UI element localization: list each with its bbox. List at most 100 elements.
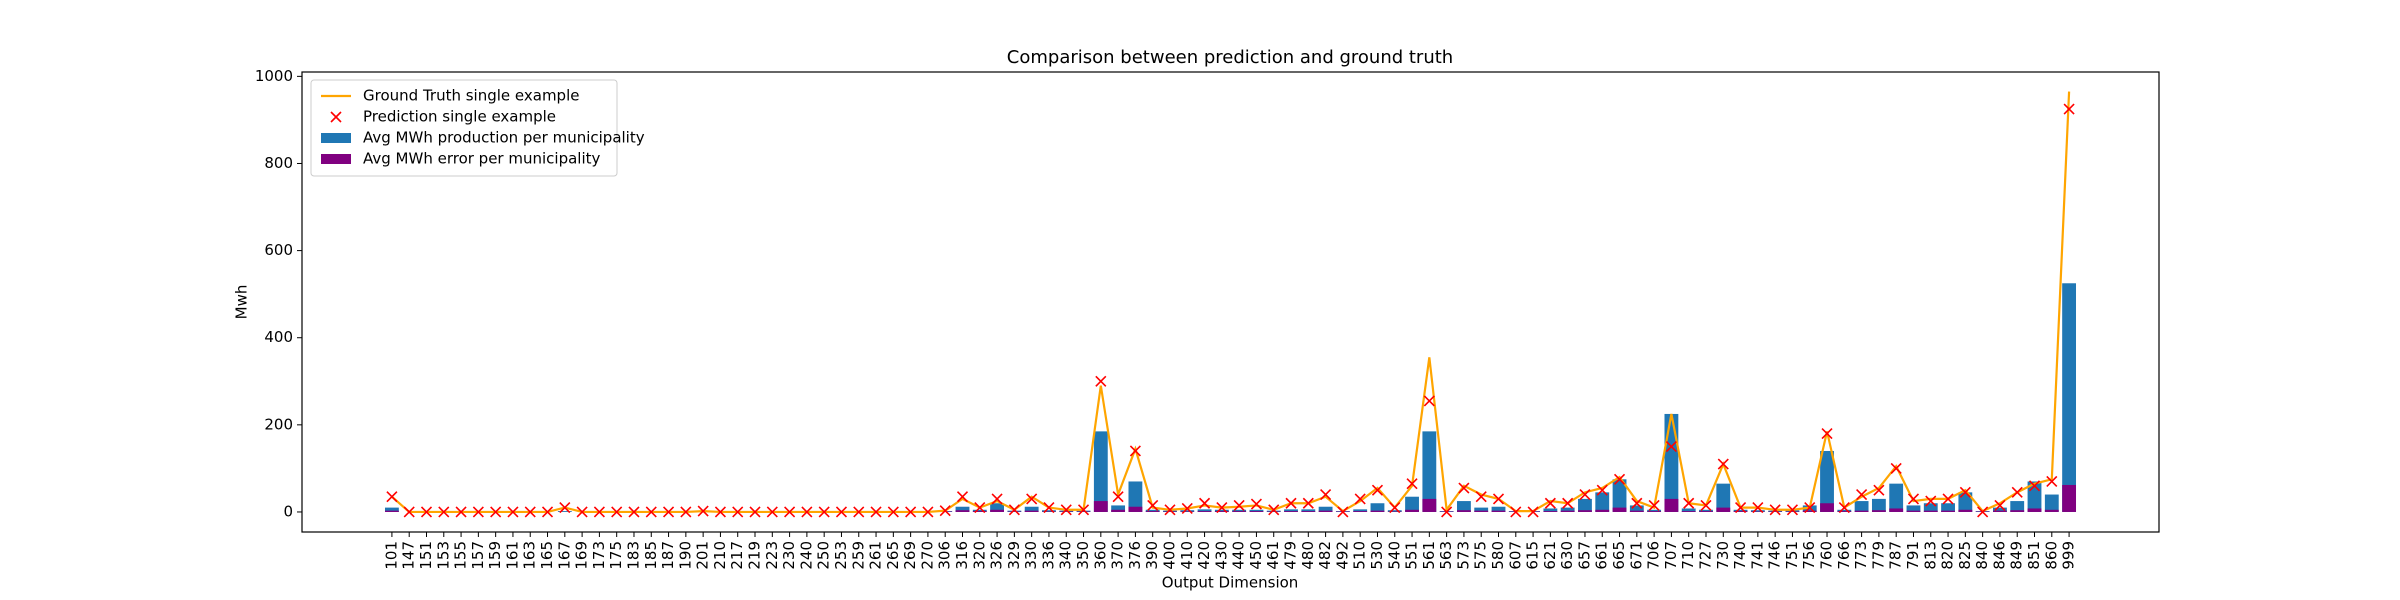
x-tick-label: 860 xyxy=(2042,541,2060,570)
x-tick-label: 330 xyxy=(1022,541,1040,570)
marker xyxy=(386,491,398,503)
y-tick-label: 1000 xyxy=(255,67,293,85)
marker xyxy=(1752,502,1764,514)
marker xyxy=(1389,502,1401,514)
bar xyxy=(1405,496,1419,512)
x-tick-label: 240 xyxy=(797,541,815,570)
bar xyxy=(1093,501,1108,512)
x-tick-label: 707 xyxy=(1662,541,1680,570)
marker xyxy=(835,506,848,518)
x-tick-label: 450 xyxy=(1247,541,1265,570)
bar xyxy=(1042,510,1056,512)
marker xyxy=(455,506,467,518)
bar xyxy=(1560,510,1575,512)
x-tick-label: 779 xyxy=(1869,541,1887,570)
bar xyxy=(1560,507,1575,512)
marker xyxy=(1181,502,1193,515)
bar xyxy=(1958,492,1973,512)
bar xyxy=(1024,510,1039,512)
bar xyxy=(1007,510,1022,512)
x-tick-label: 210 xyxy=(711,541,729,570)
bar xyxy=(1093,431,1108,512)
x-tick-label: 151 xyxy=(417,541,435,570)
legend-label: Ground Truth single example xyxy=(363,87,579,105)
marker xyxy=(1043,502,1055,514)
x-tick-label: 320 xyxy=(970,541,988,570)
x-tick-label: 326 xyxy=(988,541,1006,570)
x-tick-label: 159 xyxy=(486,541,504,570)
marker xyxy=(438,506,450,518)
x-tick-label: 161 xyxy=(503,541,521,570)
x-tick-label: 773 xyxy=(1852,541,1870,570)
x-tick-label: 223 xyxy=(763,541,781,570)
x-tick-label: 461 xyxy=(1264,541,1282,570)
x-tick-label: 740 xyxy=(1731,541,1749,570)
bar xyxy=(384,510,399,512)
bar xyxy=(1733,511,1748,512)
marker xyxy=(1942,493,1954,505)
bar xyxy=(1578,510,1592,512)
marker xyxy=(697,505,709,517)
marker xyxy=(801,506,813,518)
bar xyxy=(1370,503,1385,512)
bar xyxy=(1629,505,1644,512)
bar xyxy=(1785,510,1800,512)
marker xyxy=(1977,506,1989,518)
x-tick-label: 440 xyxy=(1230,541,1248,570)
x-tick-label: 187 xyxy=(659,541,677,570)
x-tick-label: 840 xyxy=(1973,541,1991,570)
x-tick-label: 573 xyxy=(1454,541,1472,570)
x-tick-label: 270 xyxy=(918,541,936,570)
x-tick-label: 261 xyxy=(867,541,885,570)
marker xyxy=(1302,497,1314,509)
marker xyxy=(1527,506,1539,518)
legend-swatch xyxy=(321,133,351,143)
bar xyxy=(1457,510,1471,512)
bar xyxy=(1353,511,1368,512)
marker xyxy=(991,493,1003,505)
marker xyxy=(1994,499,2006,511)
marker xyxy=(887,506,899,518)
x-tick-label: 217 xyxy=(728,541,746,570)
marker xyxy=(1458,482,1470,494)
x-tick-label: 671 xyxy=(1627,541,1645,570)
bar xyxy=(2062,283,2077,512)
marker xyxy=(490,506,502,518)
bar xyxy=(1993,507,2007,512)
bar xyxy=(1474,510,1489,512)
marker xyxy=(1250,498,1263,510)
marker xyxy=(1613,473,1626,485)
x-tick-label: 370 xyxy=(1109,541,1127,570)
legend-label: Avg MWh production per municipality xyxy=(363,129,645,147)
marker xyxy=(714,506,726,518)
bar xyxy=(1318,506,1333,512)
bar xyxy=(972,511,987,512)
x-tick-label: 746 xyxy=(1766,541,1784,570)
marker xyxy=(922,506,934,518)
bar xyxy=(1768,510,1783,512)
marker xyxy=(1216,502,1228,514)
x-tick-label: 183 xyxy=(624,541,642,570)
marker xyxy=(1492,493,1505,505)
bar xyxy=(1543,511,1558,512)
bar xyxy=(1681,508,1696,512)
marker xyxy=(2028,480,2041,492)
x-tick-label: 787 xyxy=(1887,541,1905,570)
x-tick-label: 265 xyxy=(884,541,902,570)
bar xyxy=(1906,505,1921,512)
marker xyxy=(403,506,415,518)
marker xyxy=(559,502,571,514)
x-tick-label: 336 xyxy=(1039,541,1057,570)
bar xyxy=(1941,503,1955,512)
x-tick-label: 607 xyxy=(1506,541,1524,570)
y-axis-label: Mwh xyxy=(233,285,251,320)
bar xyxy=(2062,484,2077,512)
marker xyxy=(1907,493,1920,505)
marker xyxy=(645,506,657,518)
bar xyxy=(1578,498,1592,512)
bar xyxy=(1284,509,1298,512)
x-tick-label: 165 xyxy=(538,541,556,570)
bar xyxy=(1664,413,1679,512)
x-tick-label: 175 xyxy=(607,541,625,570)
